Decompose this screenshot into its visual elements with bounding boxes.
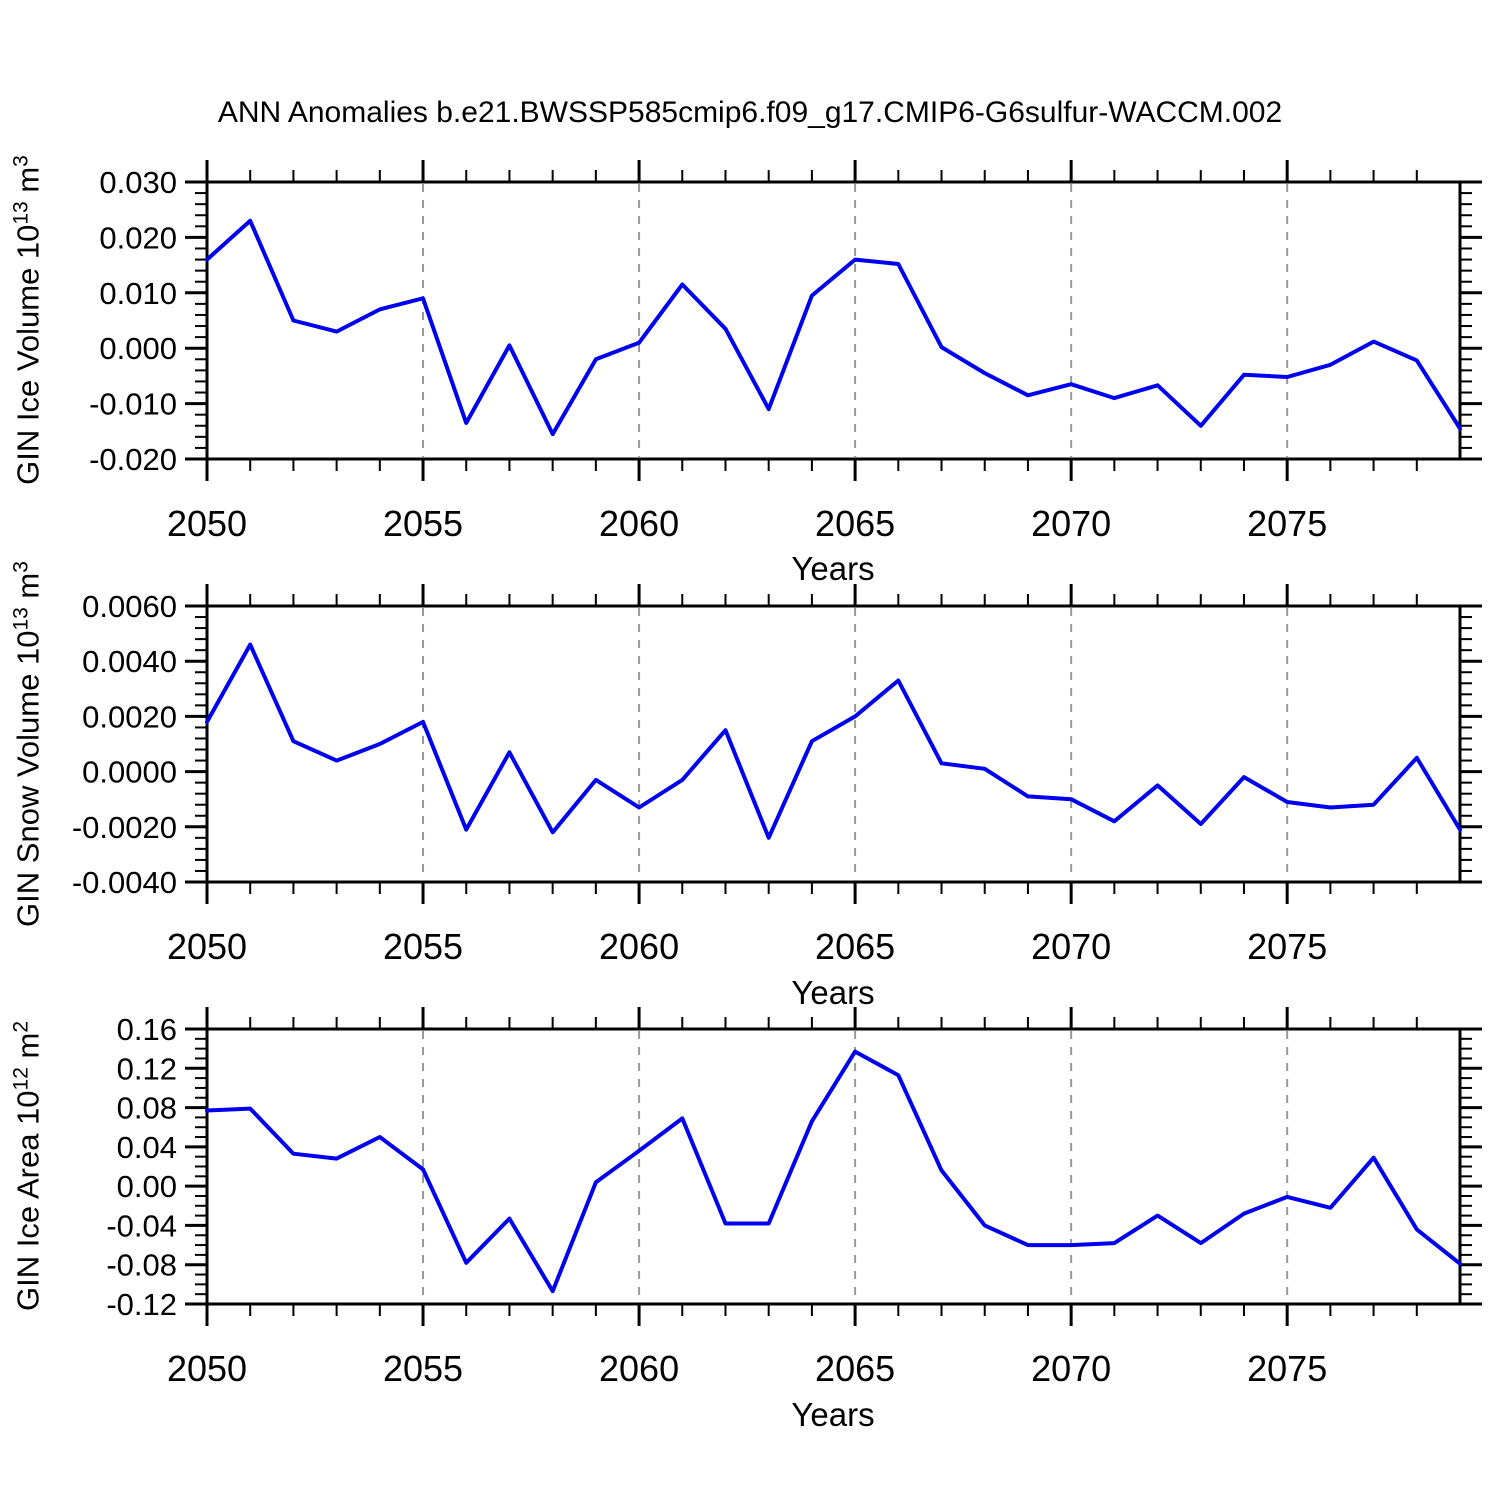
x-tick-label: 2075 <box>1247 503 1327 544</box>
plot-border-gin-ice-volume <box>205 180 1462 461</box>
data-line-gin-ice-area <box>205 1049 1462 1294</box>
y-tick-label: 0.020 <box>99 220 177 255</box>
y-tick-labels-gin-ice-volume: 0.030 0.020 0.010 0.000 -0.010 -0.020 <box>89 165 177 477</box>
x-tick-label: 2070 <box>1031 926 1111 967</box>
data-line-gin-snow-volume <box>205 642 1462 840</box>
x-tick-labels-gin-ice-volume: 2050 2055 2060 2065 2070 2075 <box>167 503 1327 544</box>
panel-gin-ice-volume: 0.030 0.020 0.010 0.000 -0.010 -0.020 2050 2055… <box>89 160 1482 544</box>
y-tick-label: 0.04 <box>117 1130 177 1165</box>
x-tick-label: 2055 <box>383 926 463 967</box>
y-tick-labels-gin-ice-area: 0.16 0.12 0.08 0.04 0.00 -0.04 -0.08 -0.12 <box>106 1012 177 1322</box>
ticks-gin-ice-volume <box>185 160 1482 481</box>
y-tick-label: 0.0060 <box>82 589 177 624</box>
x-tick-label: 2060 <box>599 926 679 967</box>
x-tick-label: 2065 <box>815 1348 895 1389</box>
y-tick-label: -0.020 <box>89 442 177 477</box>
x-tick-label: 2075 <box>1247 926 1327 967</box>
gridlines-gin-ice-area <box>422 1031 1289 1302</box>
y-tick-label: -0.0020 <box>72 810 177 845</box>
data-line-gin-ice-volume <box>205 218 1462 437</box>
y-tick-label: 0.030 <box>99 165 177 200</box>
plot-border-gin-snow-volume <box>205 604 1462 884</box>
x-tick-label: 2075 <box>1247 1348 1327 1389</box>
y-tick-label: 0.000 <box>99 331 177 366</box>
y-tick-label: 0.00 <box>117 1169 177 1204</box>
x-tick-label: 2070 <box>1031 503 1111 544</box>
x-tick-label: 2060 <box>599 1348 679 1389</box>
x-tick-label: 2055 <box>383 503 463 544</box>
y-tick-labels-gin-snow-volume: 0.0060 0.0040 0.0020 0.0000 -0.0020 -0.0040 <box>72 589 177 900</box>
panel-gin-snow-volume: 0.0060 0.0040 0.0020 0.0000 -0.0020 -0.0040 20… <box>72 584 1482 967</box>
x-tick-labels-gin-snow-volume: 2050 2055 2060 2065 2070 2075 <box>167 926 1327 967</box>
y-tick-label: 0.0020 <box>82 699 177 734</box>
y-tick-label: 0.0000 <box>82 755 177 790</box>
y-tick-label: -0.08 <box>106 1248 177 1283</box>
x-axis-title-years-panel2: Years <box>791 974 875 1011</box>
x-tick-label: 2050 <box>167 926 247 967</box>
y-tick-label: 0.010 <box>99 276 177 311</box>
y-tick-label: 0.12 <box>117 1051 177 1086</box>
gridlines-gin-ice-volume <box>422 184 1289 457</box>
plot-border-gin-ice-area <box>205 1027 1462 1306</box>
x-tick-label: 2070 <box>1031 1348 1111 1389</box>
x-tick-label: 2055 <box>383 1348 463 1389</box>
ticks-gin-ice-area <box>185 1007 1482 1326</box>
x-tick-label: 2050 <box>167 503 247 544</box>
x-axis-title-years-panel3: Years <box>791 1396 875 1433</box>
x-tick-label: 2050 <box>167 1348 247 1389</box>
y-tick-label: 0.0040 <box>82 644 177 679</box>
y-tick-label: 0.08 <box>117 1091 177 1126</box>
x-tick-label: 2060 <box>599 503 679 544</box>
x-tick-label: 2065 <box>815 926 895 967</box>
y-tick-label: -0.04 <box>106 1208 177 1243</box>
ticks-gin-snow-volume <box>185 584 1482 904</box>
gridlines-gin-snow-volume <box>422 608 1289 880</box>
x-axis-title-years-panel1: Years <box>791 550 875 587</box>
y-tick-label: -0.0040 <box>72 865 177 900</box>
y-tick-label: -0.010 <box>89 387 177 422</box>
y-tick-label: -0.12 <box>106 1287 177 1322</box>
chart-title: ANN Anomalies b.e21.BWSSP585cmip6.f09_g1… <box>217 96 1283 129</box>
x-tick-label: 2065 <box>815 503 895 544</box>
x-tick-labels-gin-ice-area: 2050 2055 2060 2065 2070 2075 <box>167 1348 1327 1389</box>
y-tick-label: 0.16 <box>117 1012 177 1047</box>
